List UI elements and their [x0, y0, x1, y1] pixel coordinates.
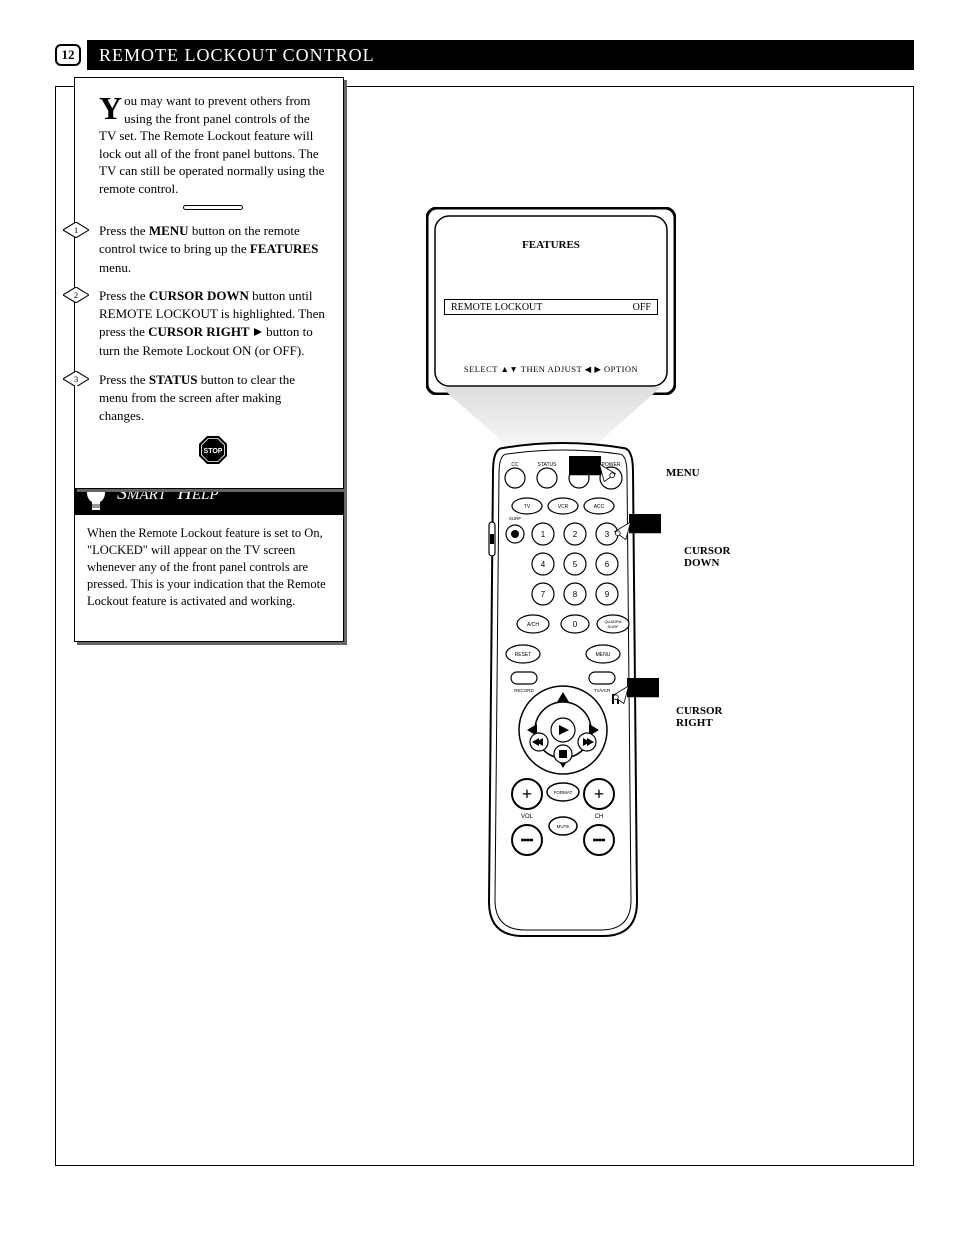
step-3: 3 Press the STATUS button to clear the m…: [99, 371, 327, 426]
callout-menu: MENU: [666, 467, 700, 479]
svg-text:2: 2: [573, 530, 578, 539]
svg-text:VOL: VOL: [521, 814, 534, 820]
svg-text:9: 9: [605, 590, 610, 599]
svg-text:STATUS: STATUS: [538, 462, 558, 468]
svg-text:5: 5: [573, 560, 578, 569]
header-bar: 12 REMOTE LOCKOUT CONTROL: [55, 40, 914, 70]
callout-cursor-down: CURSOR DOWN: [684, 545, 730, 569]
pointing-hand-icon: [613, 514, 661, 550]
svg-text:VCR: VCR: [558, 504, 569, 510]
smart-help-box: SMART HELP When the Remote Lockout featu…: [74, 470, 344, 642]
svg-text:8: 8: [573, 590, 578, 599]
svg-text:SURF: SURF: [509, 516, 522, 521]
svg-text:FORMAT: FORMAT: [554, 790, 573, 795]
dropcap: Y: [99, 94, 122, 123]
callout-cursor-right: CURSOR RIGHT: [676, 705, 722, 729]
osd-row-right: OFF: [633, 302, 651, 313]
svg-text:SURF: SURF: [608, 624, 619, 629]
svg-text:RESET: RESET: [515, 652, 532, 658]
step-1: 1 Press the MENU button on the remote co…: [99, 222, 327, 277]
svg-text:3: 3: [74, 373, 78, 383]
svg-text:+: +: [594, 784, 604, 804]
step-3-diamond-icon: 3: [63, 371, 89, 389]
step-2-diamond-icon: 2: [63, 287, 89, 305]
pointing-hand-icon: [611, 678, 659, 714]
svg-text:0: 0: [573, 620, 578, 629]
svg-text:RECORD: RECORD: [514, 688, 534, 693]
osd-highlight-row: REMOTE LOCKOUT OFF: [444, 299, 658, 315]
tv-screen: FEATURES REMOTE LOCKOUT OFF SELECT ▲▼ TH…: [426, 207, 676, 395]
svg-text:4: 4: [541, 560, 546, 569]
svg-text:2: 2: [74, 290, 78, 300]
svg-text:TV/VCR: TV/VCR: [594, 688, 611, 693]
play-icon: [253, 324, 263, 342]
svg-text:A/CH: A/CH: [527, 622, 539, 628]
pointing-hand-icon: [569, 456, 617, 492]
intro-paragraph: Y ou may want to prevent others from usi…: [99, 92, 327, 197]
page-number: 12: [55, 44, 81, 66]
svg-text:1: 1: [541, 530, 546, 539]
step-1-number: 1: [74, 225, 78, 235]
svg-text:ACC: ACC: [594, 504, 605, 510]
separator: [183, 205, 243, 210]
osd-row-left: REMOTE LOCKOUT: [451, 302, 542, 313]
smart-help-body: When the Remote Lockout feature is set t…: [75, 515, 343, 641]
svg-text:3: 3: [605, 530, 610, 539]
content-frame: Y ou may want to prevent others from usi…: [55, 86, 914, 1166]
page-title: REMOTE LOCKOUT CONTROL: [87, 40, 914, 70]
svg-text:6: 6: [605, 560, 610, 569]
step-1-diamond-icon: 1: [63, 222, 89, 240]
svg-text:STOP: STOP: [204, 448, 223, 455]
intro-text: ou may want to prevent others from using…: [99, 93, 324, 196]
svg-text:MUTE: MUTE: [557, 824, 570, 829]
svg-text:7: 7: [541, 590, 546, 599]
osd-title: FEATURES: [522, 239, 580, 251]
stop-icon: STOP: [99, 435, 327, 470]
svg-text:MENU: MENU: [596, 652, 611, 658]
remote-control: + + CCSTATUSSLEEPPOWER TVVCRACC SURF 123…: [483, 442, 643, 942]
svg-text:+: +: [522, 784, 532, 804]
instruction-box: Y ou may want to prevent others from usi…: [74, 77, 344, 489]
svg-text:TV: TV: [524, 504, 531, 510]
svg-text:CH: CH: [595, 814, 604, 820]
osd-footer: SELECT ▲▼ THEN ADJUST ◀ ▶ OPTION: [464, 364, 638, 375]
svg-text:CC: CC: [511, 462, 519, 468]
step-2: 2 Press the CURSOR DOWN button until REM…: [99, 287, 327, 361]
